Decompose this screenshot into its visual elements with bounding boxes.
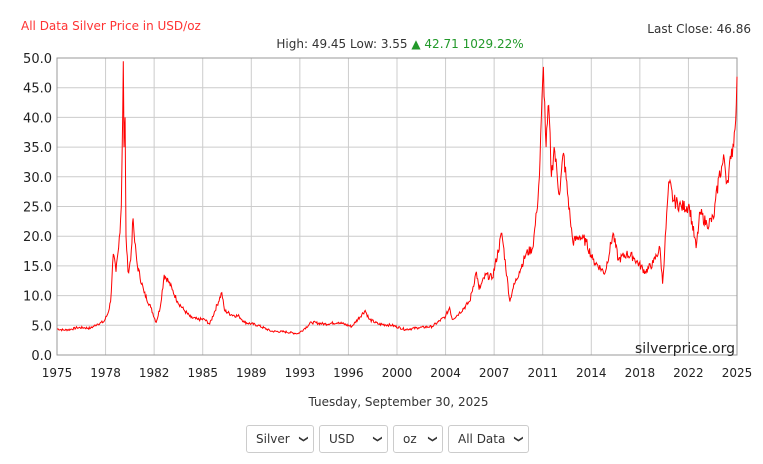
high-low: High: 49.45 Low: 3.55 [276, 37, 408, 51]
x-tick-label: 1982 [139, 366, 170, 380]
x-tick-label: 2004 [430, 366, 461, 380]
last-close: Last Close: 46.86 [647, 22, 751, 36]
unit-select-value: oz [403, 432, 417, 446]
y-tick-label: 5.0 [31, 319, 52, 334]
range-select[interactable]: All Data ❯ [448, 425, 529, 453]
x-tick-label: 1975 [42, 366, 73, 380]
unit-select[interactable]: oz ❯ [393, 425, 443, 453]
x-tick-label: 2018 [625, 366, 656, 380]
x-tick-label: 1978 [90, 366, 121, 380]
chevron-down-icon: ❯ [372, 435, 383, 443]
y-tick-label: 15.0 [23, 260, 52, 275]
price-change: 42.71 1029.22% [424, 37, 524, 51]
chevron-down-icon: ❯ [513, 435, 524, 443]
currency-select-value: USD [329, 432, 355, 446]
x-tick-label: 2014 [576, 366, 607, 380]
x-tick-label: 1985 [187, 366, 218, 380]
price-stats: High: 49.45 Low: 3.55 ▲ 42.71 1029.22% [0, 37, 763, 51]
x-tick-label: 2007 [479, 366, 510, 380]
up-arrow-icon: ▲ [411, 37, 421, 51]
y-tick-label: 40.0 [23, 111, 52, 126]
chevron-down-icon: ❯ [427, 435, 438, 443]
y-tick-label: 35.0 [23, 141, 52, 156]
watermark: silverprice.org [635, 341, 735, 357]
x-tick-label: 1993 [285, 366, 316, 380]
x-tick-label: 2011 [527, 366, 558, 380]
silver-price-line [56, 61, 738, 335]
y-tick-label: 50.0 [23, 52, 52, 67]
metal-select[interactable]: Silver ❯ [246, 425, 314, 453]
current-date: Tuesday, September 30, 2025 [308, 395, 489, 409]
currency-select[interactable]: USD ❯ [319, 425, 388, 453]
y-tick-label: 30.0 [23, 171, 52, 186]
y-tick-label: 45.0 [23, 82, 52, 97]
y-tick-label: 25.0 [23, 201, 52, 216]
y-tick-label: 10.0 [23, 290, 52, 305]
range-select-value: All Data [458, 432, 506, 446]
chart-controls: Silver ❯ USD ❯ oz ❯ All Data ❯ [246, 425, 529, 453]
x-tick-label: 2022 [673, 366, 704, 380]
chart-title: All Data Silver Price in USD/oz [21, 19, 201, 33]
x-tick-label: 2025 [722, 366, 753, 380]
y-tick-label: 0.0 [31, 349, 52, 364]
metal-select-value: Silver [256, 432, 290, 446]
x-tick-label: 1989 [236, 366, 267, 380]
x-tick-label: 1996 [333, 366, 364, 380]
y-tick-label: 20.0 [23, 230, 52, 245]
plot-border [56, 57, 738, 356]
x-tick-label: 2000 [382, 366, 413, 380]
chevron-down-icon: ❯ [298, 435, 309, 443]
